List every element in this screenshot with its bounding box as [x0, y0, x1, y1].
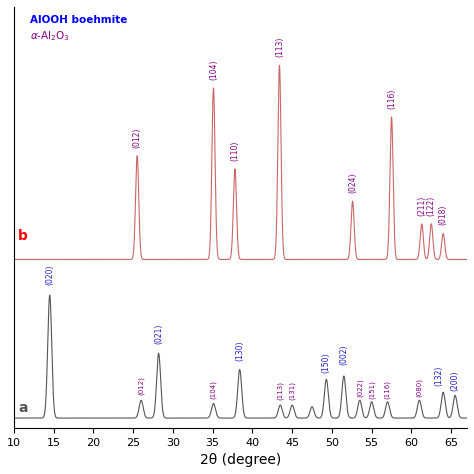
Text: (110): (110): [230, 140, 239, 161]
Text: $\alpha$-Al$_2$O$_3$: $\alpha$-Al$_2$O$_3$: [30, 29, 70, 43]
Text: (113): (113): [277, 381, 283, 400]
Text: (151): (151): [368, 380, 375, 399]
Text: (024): (024): [348, 173, 357, 193]
Text: (131): (131): [289, 381, 295, 400]
Text: (132): (132): [435, 365, 444, 386]
Text: (150): (150): [322, 352, 331, 373]
Text: (104): (104): [209, 59, 218, 80]
Text: (022): (022): [356, 378, 363, 397]
Text: (211): (211): [417, 195, 426, 216]
Text: a: a: [18, 401, 27, 415]
X-axis label: 2θ (degree): 2θ (degree): [200, 453, 281, 467]
Text: (020): (020): [45, 265, 54, 285]
Text: AlOOH boehmite: AlOOH boehmite: [30, 15, 127, 25]
Text: (021): (021): [154, 323, 163, 344]
Text: (012): (012): [133, 128, 142, 148]
Text: (113): (113): [275, 37, 284, 57]
Text: (122): (122): [427, 195, 436, 216]
Text: (080): (080): [416, 378, 423, 397]
Text: (130): (130): [235, 341, 244, 361]
Text: (018): (018): [439, 205, 448, 226]
Text: (012): (012): [138, 376, 145, 395]
Text: b: b: [18, 229, 28, 243]
Text: (116): (116): [384, 380, 391, 399]
Text: (002): (002): [339, 344, 348, 365]
Text: (104): (104): [210, 380, 217, 399]
Text: (116): (116): [387, 89, 396, 109]
Text: (200): (200): [451, 370, 460, 391]
